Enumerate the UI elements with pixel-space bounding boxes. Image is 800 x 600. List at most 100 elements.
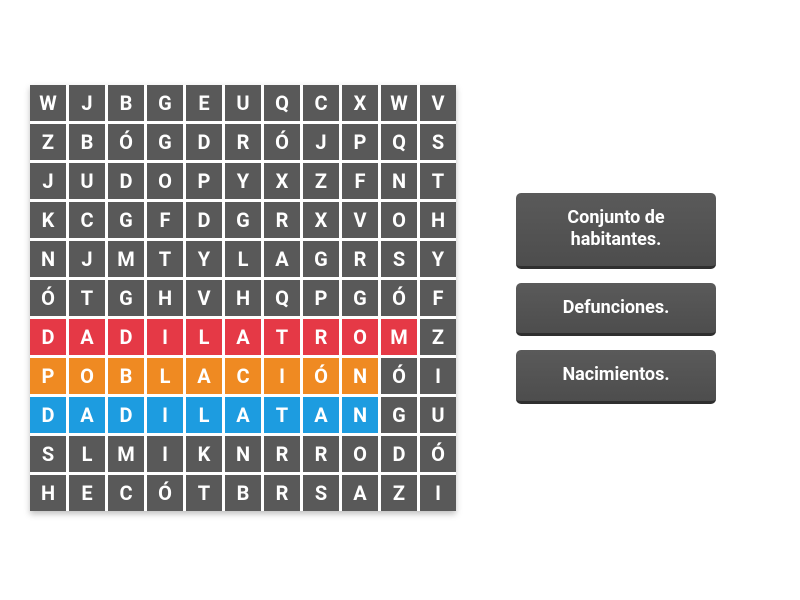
grid-cell[interactable]: I [264,358,300,394]
grid-cell[interactable]: Ó [381,358,417,394]
grid-cell[interactable]: D [186,124,222,160]
grid-cell[interactable]: M [108,241,144,277]
grid-cell[interactable]: Y [186,241,222,277]
grid-cell[interactable]: T [147,241,183,277]
grid-cell[interactable]: G [303,241,339,277]
grid-cell[interactable]: U [420,397,456,433]
grid-cell[interactable]: R [264,436,300,472]
grid-cell[interactable]: L [147,358,183,394]
grid-cell[interactable]: T [186,475,222,511]
grid-cell[interactable]: K [30,202,66,238]
grid-cell[interactable]: M [381,319,417,355]
grid-cell[interactable]: D [381,436,417,472]
grid-cell[interactable]: U [225,85,261,121]
grid-cell[interactable]: Z [303,163,339,199]
grid-cell[interactable]: Q [264,85,300,121]
grid-cell[interactable]: R [342,241,378,277]
grid-cell[interactable]: Z [30,124,66,160]
grid-cell[interactable]: T [420,163,456,199]
grid-cell[interactable]: J [69,241,105,277]
grid-cell[interactable]: C [303,85,339,121]
grid-cell[interactable]: D [108,397,144,433]
grid-cell[interactable]: I [147,397,183,433]
grid-cell[interactable]: F [420,280,456,316]
grid-cell[interactable]: W [381,85,417,121]
grid-cell[interactable]: V [186,280,222,316]
grid-cell[interactable]: F [342,163,378,199]
grid-cell[interactable]: P [186,163,222,199]
grid-cell[interactable]: Q [264,280,300,316]
grid-cell[interactable]: B [225,475,261,511]
grid-cell[interactable]: M [108,436,144,472]
grid-cell[interactable]: L [186,397,222,433]
grid-cell[interactable]: O [69,358,105,394]
grid-cell[interactable]: P [342,124,378,160]
grid-cell[interactable]: I [420,358,456,394]
grid-cell[interactable]: T [264,319,300,355]
grid-cell[interactable]: H [420,202,456,238]
grid-cell[interactable]: G [147,124,183,160]
grid-cell[interactable]: Ó [108,124,144,160]
grid-cell[interactable]: C [225,358,261,394]
grid-cell[interactable]: X [342,85,378,121]
grid-cell[interactable]: Ó [264,124,300,160]
grid-cell[interactable]: V [420,85,456,121]
wordsearch-grid[interactable]: WJBGEUQCXWVZBÓGDRÓJPQSJUDOPYXZFNTKCGFDGR… [30,85,456,511]
grid-cell[interactable]: A [303,397,339,433]
grid-cell[interactable]: I [420,475,456,511]
clue-button[interactable]: Conjunto de habitantes. [516,193,716,269]
grid-cell[interactable]: A [69,319,105,355]
grid-cell[interactable]: N [381,163,417,199]
grid-cell[interactable]: X [303,202,339,238]
grid-cell[interactable]: U [69,163,105,199]
grid-cell[interactable]: D [108,163,144,199]
grid-cell[interactable]: Z [381,475,417,511]
grid-cell[interactable]: F [147,202,183,238]
grid-cell[interactable]: P [30,358,66,394]
grid-cell[interactable]: D [30,397,66,433]
grid-cell[interactable]: S [420,124,456,160]
grid-cell[interactable]: S [381,241,417,277]
grid-cell[interactable]: H [147,280,183,316]
grid-cell[interactable]: E [186,85,222,121]
grid-cell[interactable]: A [264,241,300,277]
grid-cell[interactable]: G [225,202,261,238]
grid-cell[interactable]: I [147,436,183,472]
grid-cell[interactable]: N [342,397,378,433]
grid-cell[interactable]: N [225,436,261,472]
grid-cell[interactable]: R [303,319,339,355]
grid-cell[interactable]: X [264,163,300,199]
grid-cell[interactable]: A [69,397,105,433]
grid-cell[interactable]: T [264,397,300,433]
grid-cell[interactable]: L [186,319,222,355]
grid-cell[interactable]: Q [381,124,417,160]
grid-cell[interactable]: E [69,475,105,511]
grid-cell[interactable]: N [342,358,378,394]
grid-cell[interactable]: G [108,202,144,238]
grid-cell[interactable]: L [69,436,105,472]
grid-cell[interactable]: O [147,163,183,199]
grid-cell[interactable]: W [30,85,66,121]
grid-cell[interactable]: R [303,436,339,472]
grid-cell[interactable]: C [69,202,105,238]
grid-cell[interactable]: G [108,280,144,316]
grid-cell[interactable]: Ó [303,358,339,394]
grid-cell[interactable]: T [69,280,105,316]
grid-cell[interactable]: Ó [381,280,417,316]
grid-cell[interactable]: Ó [147,475,183,511]
grid-cell[interactable]: Ó [420,436,456,472]
grid-cell[interactable]: O [381,202,417,238]
grid-cell[interactable]: A [342,475,378,511]
grid-cell[interactable]: D [30,319,66,355]
grid-cell[interactable]: A [225,319,261,355]
grid-cell[interactable]: Z [420,319,456,355]
grid-cell[interactable]: D [186,202,222,238]
grid-cell[interactable]: J [30,163,66,199]
grid-cell[interactable]: Y [420,241,456,277]
grid-cell[interactable]: V [342,202,378,238]
grid-cell[interactable]: B [69,124,105,160]
grid-cell[interactable]: R [264,475,300,511]
grid-cell[interactable]: G [381,397,417,433]
clue-button[interactable]: Defunciones. [516,283,716,337]
grid-cell[interactable]: O [342,319,378,355]
